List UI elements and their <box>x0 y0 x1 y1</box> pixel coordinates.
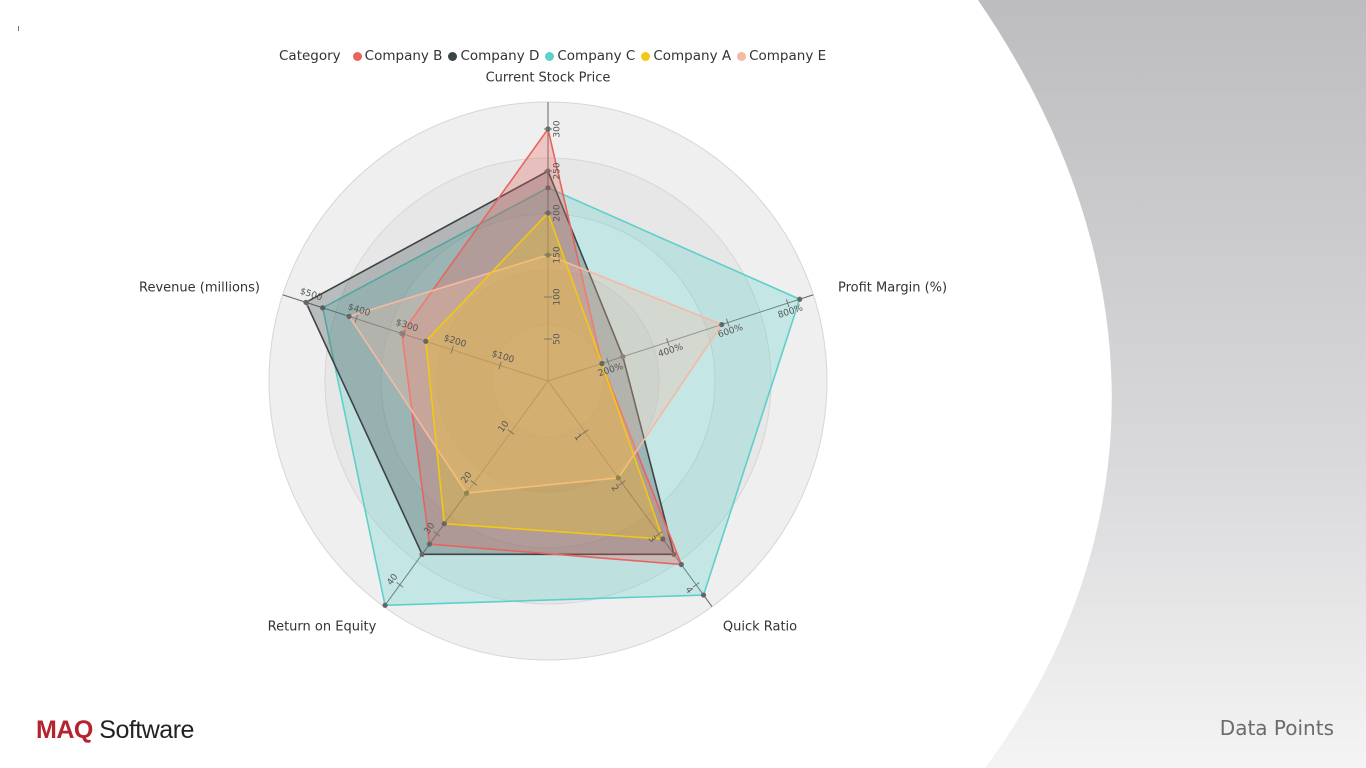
tick-mark <box>581 429 589 435</box>
tick-mark <box>726 318 730 327</box>
tick-mark <box>692 582 700 588</box>
legend-dot <box>641 51 651 61</box>
axis-line <box>547 294 814 382</box>
page-label: Data Points <box>1219 716 1334 740</box>
brand-logo: MAQ Software <box>36 716 194 745</box>
tick-mark <box>470 480 478 486</box>
tick-mark <box>785 299 790 308</box>
brand-mark: MAQ <box>36 716 93 744</box>
legend-dot <box>448 51 458 61</box>
tick-mark <box>433 531 441 537</box>
tick-label: 150 <box>553 246 563 263</box>
tick-mark <box>507 429 515 435</box>
data-point <box>678 561 684 568</box>
legend-label: Company A <box>653 48 732 64</box>
legend-label: Company B <box>364 48 443 64</box>
data-point <box>620 354 626 360</box>
corner-mark <box>18 26 19 31</box>
legend-label: Company D <box>460 48 540 64</box>
data-point <box>346 313 352 319</box>
tick-label: 4 <box>683 585 695 596</box>
legend-item-company-b[interactable]: Company B <box>352 48 443 64</box>
legend-item-company-a[interactable]: Company A <box>641 48 731 64</box>
legend-title: Category <box>279 48 341 64</box>
legend-dot <box>737 51 747 61</box>
data-point <box>660 536 666 542</box>
tick-label: 50 <box>553 333 563 345</box>
axis-label: Quick Ratio <box>723 620 797 635</box>
tick-mark <box>396 582 404 588</box>
data-point <box>463 490 470 496</box>
tick-mark <box>606 357 610 366</box>
legend-dot <box>545 51 555 61</box>
data-point <box>320 305 326 311</box>
data-point <box>423 338 429 344</box>
tick-mark <box>354 314 358 323</box>
legend-item-company-d[interactable]: Company D <box>448 48 539 64</box>
tick-label: 2 <box>609 483 620 494</box>
axis-label: Profit Margin (%) <box>838 281 947 296</box>
series-area <box>400 127 683 566</box>
tick-mark <box>666 338 670 347</box>
data-point <box>545 185 551 191</box>
tick-label: 300 <box>553 120 563 137</box>
tick-label: 250 <box>553 162 563 179</box>
series-area <box>347 254 723 494</box>
tick-mark <box>498 361 502 370</box>
tick-mark <box>655 531 663 537</box>
data-point <box>599 360 605 367</box>
legend-item-company-e[interactable]: Company E <box>737 48 826 64</box>
series-area <box>424 211 664 540</box>
legend-dot <box>352 51 362 61</box>
tick-label: 1 <box>572 432 583 443</box>
tick-label: 200 <box>553 204 563 221</box>
legend-label: Company E <box>749 48 827 64</box>
data-point <box>797 296 803 302</box>
data-point <box>615 475 621 481</box>
axis-line <box>547 380 713 608</box>
data-point <box>419 551 425 557</box>
chart-legend: Category Company B Company D Company C C… <box>279 46 832 66</box>
tick-mark <box>306 299 311 308</box>
legend-label: Company C <box>557 48 636 64</box>
data-point <box>382 602 388 608</box>
data-point <box>303 299 309 305</box>
legend-item-company-c[interactable]: Company C <box>545 48 635 64</box>
axis-label: Return on Equity <box>268 620 377 635</box>
data-point <box>399 330 405 337</box>
tick-label: 100 <box>553 288 563 305</box>
axis-line <box>282 294 549 382</box>
tick-mark <box>618 480 626 486</box>
tick-mark <box>402 330 406 339</box>
brand-name: Software <box>99 716 194 744</box>
axis-label: Current Stock Price <box>486 71 611 86</box>
data-point <box>700 592 707 598</box>
data-point <box>426 541 433 547</box>
axis-label: Revenue (millions) <box>139 281 260 296</box>
data-point <box>441 521 447 527</box>
data-point <box>671 551 677 557</box>
tick-mark <box>450 345 454 354</box>
tick-label: 3 <box>646 534 657 545</box>
data-point <box>719 321 725 328</box>
